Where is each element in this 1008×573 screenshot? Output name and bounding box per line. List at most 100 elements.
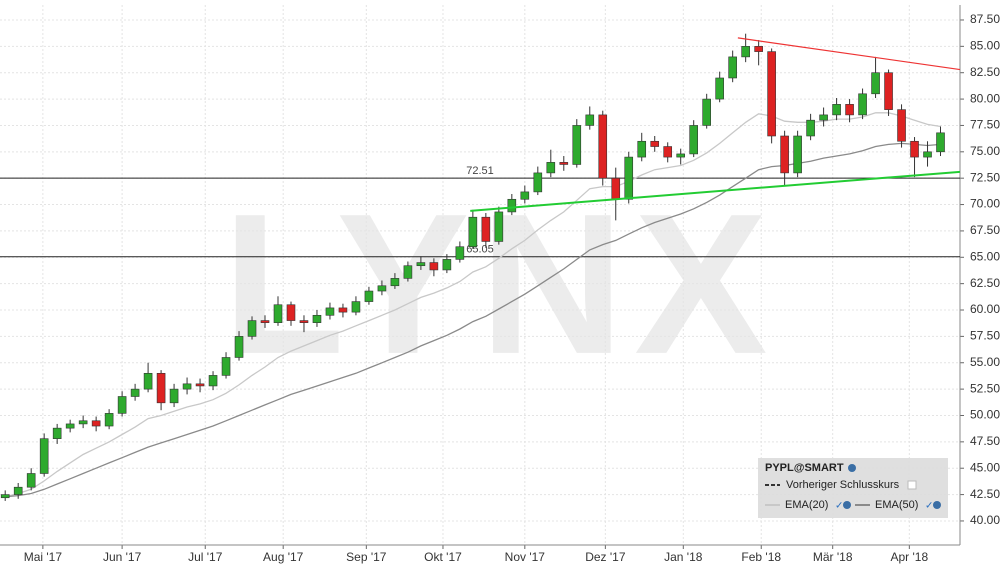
candle-body — [754, 46, 763, 52]
y-tick-label: 62.50 — [970, 276, 1000, 290]
level-label: 72.51 — [466, 165, 494, 177]
trend-line — [470, 170, 961, 212]
candle-body — [806, 119, 815, 137]
candle-body — [78, 420, 88, 425]
y-tick-label: 85.00 — [970, 39, 1000, 53]
candle-body — [143, 372, 153, 390]
y-tick-label: 57.50 — [970, 329, 1000, 343]
candle-body — [611, 177, 621, 200]
candle-body — [39, 438, 49, 474]
x-tick-label: Aug '17 — [263, 550, 304, 564]
legend-check: ✓ — [835, 501, 843, 512]
candle-body — [351, 301, 361, 313]
candle-body — [793, 135, 802, 174]
candle-body — [715, 77, 724, 100]
candle-body — [494, 211, 504, 242]
y-tick-label: 80.00 — [970, 91, 1000, 105]
candle-body — [624, 156, 634, 200]
candle-body — [208, 375, 218, 387]
y-tick-label: 40.00 — [970, 513, 1000, 527]
candle-body — [845, 104, 854, 116]
x-tick-label: Jul '17 — [188, 550, 223, 564]
candle-body — [364, 290, 374, 302]
candle-body — [221, 357, 231, 376]
candle-body — [884, 72, 893, 110]
y-tick-label: 72.50 — [970, 170, 1000, 184]
candle-body — [767, 51, 776, 137]
y-tick-label: 47.50 — [970, 434, 1000, 448]
y-tick-label: 52.50 — [970, 381, 1000, 395]
y-tick-label: 42.50 — [970, 487, 1000, 501]
y-tick-label: 65.00 — [970, 249, 1000, 263]
ema-line — [5, 112, 941, 498]
candle-body — [130, 388, 140, 397]
candle-body — [676, 153, 686, 158]
candle-body — [481, 216, 491, 242]
candle-body — [91, 420, 101, 427]
legend-icon[interactable] — [933, 501, 941, 509]
candle-body — [247, 320, 257, 337]
legend-checkbox[interactable] — [907, 480, 917, 490]
candle-body — [312, 314, 322, 323]
candle-body — [455, 246, 465, 260]
legend-label: EMA(20) — [785, 499, 828, 511]
candle-body — [377, 285, 387, 292]
candle-body — [0, 494, 10, 499]
x-tick-label: Apr '18 — [891, 550, 929, 564]
candle-body — [650, 140, 660, 147]
candle-body — [923, 151, 932, 158]
x-tick-label: Jan '18 — [664, 550, 703, 564]
candle-body — [598, 114, 608, 179]
legend-title: PYPL@SMART — [765, 462, 844, 474]
x-tick-label: Jun '17 — [103, 550, 142, 564]
candle-body — [182, 383, 192, 390]
plot-underlay: LYNX 40.00 42.50 45.00 47.50 50.00 52.50 55.00 5… — [0, 5, 1000, 564]
candle-body — [546, 162, 556, 174]
legend-check: ✓ — [925, 501, 933, 512]
candle-body — [533, 172, 543, 193]
candle-body — [780, 135, 789, 174]
candle-body — [520, 191, 530, 200]
x-tick-label: Sep '17 — [346, 550, 387, 564]
x-tick-label: Feb '18 — [741, 550, 781, 564]
candle-body — [897, 109, 906, 142]
legend-icon[interactable] — [843, 501, 851, 509]
candle-body — [936, 132, 945, 153]
candle-body — [416, 262, 426, 267]
x-tick-label: Dez '17 — [585, 550, 626, 564]
candle-body — [702, 98, 711, 126]
watermark: LYNX — [222, 173, 777, 396]
candle-body — [273, 304, 283, 323]
candle-body — [13, 486, 23, 495]
candle-body — [728, 56, 737, 79]
candle-body — [403, 265, 413, 279]
candle-body — [260, 320, 270, 323]
x-tick-label: Mai '17 — [24, 550, 63, 564]
candle-body — [871, 72, 880, 95]
candle-body — [390, 278, 400, 287]
candle-body — [429, 262, 439, 271]
candle-body — [325, 307, 335, 316]
legend: PYPL@SMART Vorheriger Schlusskurs EMA(20) ✓… — [758, 458, 948, 518]
candle-body — [442, 259, 452, 271]
candle-body — [65, 423, 75, 429]
y-tick-label: 87.50 — [970, 12, 1000, 26]
candle-body — [832, 104, 841, 116]
candle-body — [104, 413, 114, 427]
legend-label: EMA(50) — [875, 499, 918, 511]
x-tick-label: Mär '18 — [813, 550, 853, 564]
y-tick-label: 45.00 — [970, 460, 1000, 474]
candle-body — [338, 307, 348, 313]
trend-line — [737, 37, 961, 71]
y-tick-label: 82.50 — [970, 65, 1000, 79]
candle-body — [819, 114, 828, 121]
candle-body — [858, 93, 867, 116]
candle-body — [559, 162, 569, 165]
legend-icon[interactable] — [848, 464, 856, 472]
candle-body — [910, 140, 919, 158]
y-tick-label: 70.00 — [970, 197, 1000, 211]
y-tick-label: 77.50 — [970, 118, 1000, 132]
y-tick-label: 50.00 — [970, 408, 1000, 422]
candle-body — [26, 473, 36, 488]
